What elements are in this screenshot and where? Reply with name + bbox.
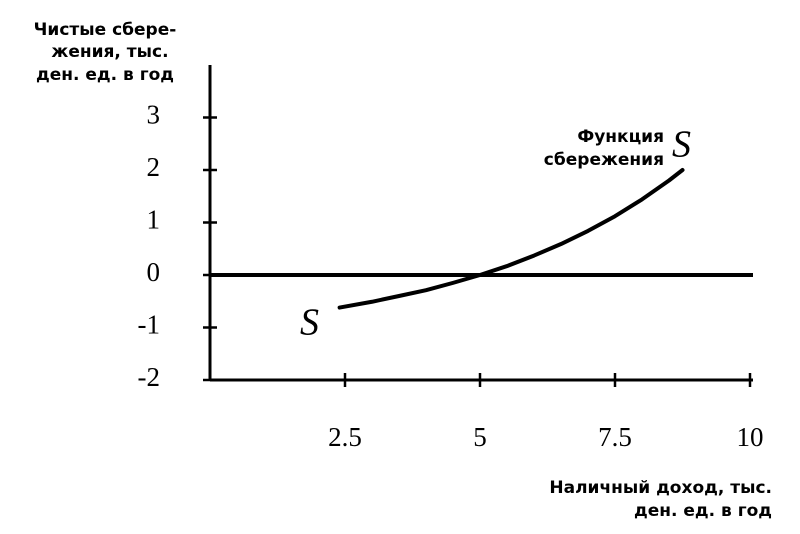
curve-label: сбережения — [544, 150, 664, 170]
series-label: S — [300, 302, 319, 344]
y-tick-label: 0 — [147, 257, 161, 287]
savings-curve — [337, 168, 685, 310]
x-tick-label: 5 — [473, 422, 487, 452]
curve-label: Функция — [577, 127, 664, 147]
x-tick-label: 7.5 — [598, 422, 632, 452]
y-axis-title: Чистые сбере- — [34, 20, 177, 40]
y-tick-label: -2 — [138, 362, 161, 392]
x-axis-title: ден. ед. в год — [634, 501, 772, 521]
y-tick-label: 2 — [147, 152, 161, 182]
x-tick-label: 2.5 — [328, 422, 362, 452]
y-axis-title: жения, тыс. — [51, 42, 168, 62]
y-tick-label: -1 — [138, 310, 161, 340]
y-axis-title: ден. ед. в год — [36, 65, 174, 85]
x-tick-label: 10 — [737, 422, 764, 452]
y-tick-label: 3 — [147, 100, 161, 130]
series-label: S — [672, 124, 691, 166]
x-axis-title: Наличный доход, тыс. — [549, 478, 772, 498]
y-tick-label: 1 — [147, 205, 161, 235]
